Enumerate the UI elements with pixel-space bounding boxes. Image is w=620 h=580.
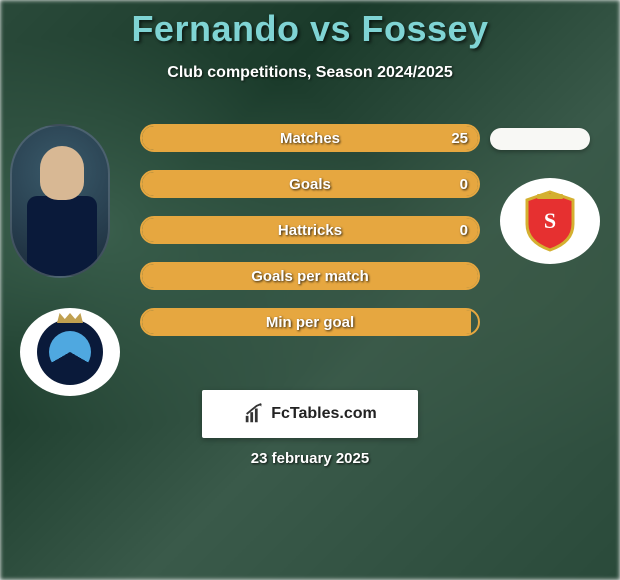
bar-label: Goals per match: [142, 264, 478, 288]
bar-hattricks: Hattricks 0: [140, 216, 480, 244]
stat-bars: Matches 25 Goals 0 Hattricks 0 Goals per…: [140, 124, 480, 354]
date-text: 23 february 2025: [0, 450, 620, 467]
branding-badge: FcTables.com: [202, 390, 418, 438]
player-placeholder-right: [490, 128, 590, 150]
club-badge-right: S: [500, 178, 600, 264]
bar-value: 0: [460, 218, 468, 242]
content-root: Fernando vs Fossey Club competitions, Se…: [0, 0, 620, 580]
bar-label: Hattricks: [142, 218, 478, 242]
player-photo-left: [10, 124, 110, 278]
bar-matches: Matches 25: [140, 124, 480, 152]
subtitle: Club competitions, Season 2024/2025: [0, 64, 620, 82]
bar-label: Matches: [142, 126, 478, 150]
page-title: Fernando vs Fossey: [0, 0, 620, 50]
svg-text:S: S: [544, 208, 556, 233]
bar-value: 0: [460, 172, 468, 196]
branding-text: FcTables.com: [271, 405, 377, 423]
bar-goals: Goals 0: [140, 170, 480, 198]
club-badge-left: [20, 308, 120, 396]
bar-label: Goals: [142, 172, 478, 196]
bar-value: 25: [451, 126, 468, 150]
bar-min-per-goal: Min per goal: [140, 308, 480, 336]
bar-goals-per-match: Goals per match: [140, 262, 480, 290]
fctables-icon: [243, 403, 265, 425]
bar-label: Min per goal: [142, 310, 478, 334]
